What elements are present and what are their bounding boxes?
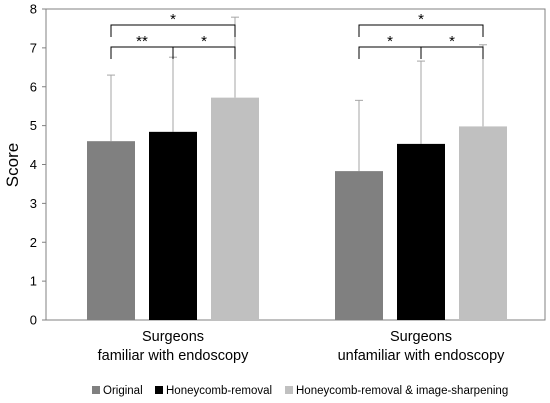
y-tick-label: 3: [30, 196, 37, 211]
y-axis: 0 1 2 3 4 5 6 7 8: [30, 2, 46, 328]
bar: [211, 97, 259, 320]
legend-label-original: Original: [103, 385, 143, 397]
significance-label: *: [387, 33, 393, 50]
legend: Original Honeycomb-removal Honeycomb-rem…: [92, 385, 508, 397]
significance-label: *: [170, 11, 176, 28]
y-tick-label: 6: [30, 79, 37, 94]
significance-bracket: [358, 24, 484, 37]
legend-label-honeycomb-removal-sharpening: Honeycomb-removal & image-sharpening: [296, 385, 508, 397]
legend-swatch-honeycomb-removal-sharpening: [285, 386, 293, 394]
y-tick-label: 8: [30, 2, 37, 17]
legend-swatch-original: [92, 386, 100, 394]
y-tick-label: 1: [30, 274, 37, 289]
legend-label-honeycomb-removal: Honeycomb-removal: [166, 385, 272, 397]
y-tick-label: 7: [30, 40, 37, 55]
bar: [459, 126, 507, 320]
bar: [87, 141, 135, 320]
group-label-1-line2: unfamiliar with endoscopy: [338, 348, 506, 364]
significance-bracket: [172, 46, 236, 59]
significance-bracket: [110, 24, 236, 37]
bar: [335, 171, 383, 320]
y-tick-label: 5: [30, 118, 37, 133]
significance-brackets: ** *** **: [110, 11, 484, 59]
significance-label: *: [201, 33, 207, 50]
significance-label: **: [136, 33, 148, 50]
y-tick-label: 0: [30, 313, 37, 328]
y-axis-label: Score: [3, 143, 22, 187]
bars: [87, 97, 507, 320]
legend-swatch-honeycomb-removal: [155, 386, 163, 394]
group-label-1-line1: Surgeons: [390, 329, 452, 345]
bar: [397, 143, 445, 320]
significance-label: *: [418, 11, 424, 28]
significance-label: *: [449, 33, 455, 50]
y-tick-label: 2: [30, 235, 37, 250]
group-label-0-line2: familiar with endoscopy: [98, 348, 249, 364]
group-label-0-line1: Surgeons: [142, 329, 204, 345]
bar: [149, 131, 197, 320]
significance-bracket: [420, 46, 484, 59]
x-axis: Surgeons familiar with endoscopy Surgeon…: [98, 329, 506, 364]
y-tick-label: 4: [30, 157, 37, 172]
